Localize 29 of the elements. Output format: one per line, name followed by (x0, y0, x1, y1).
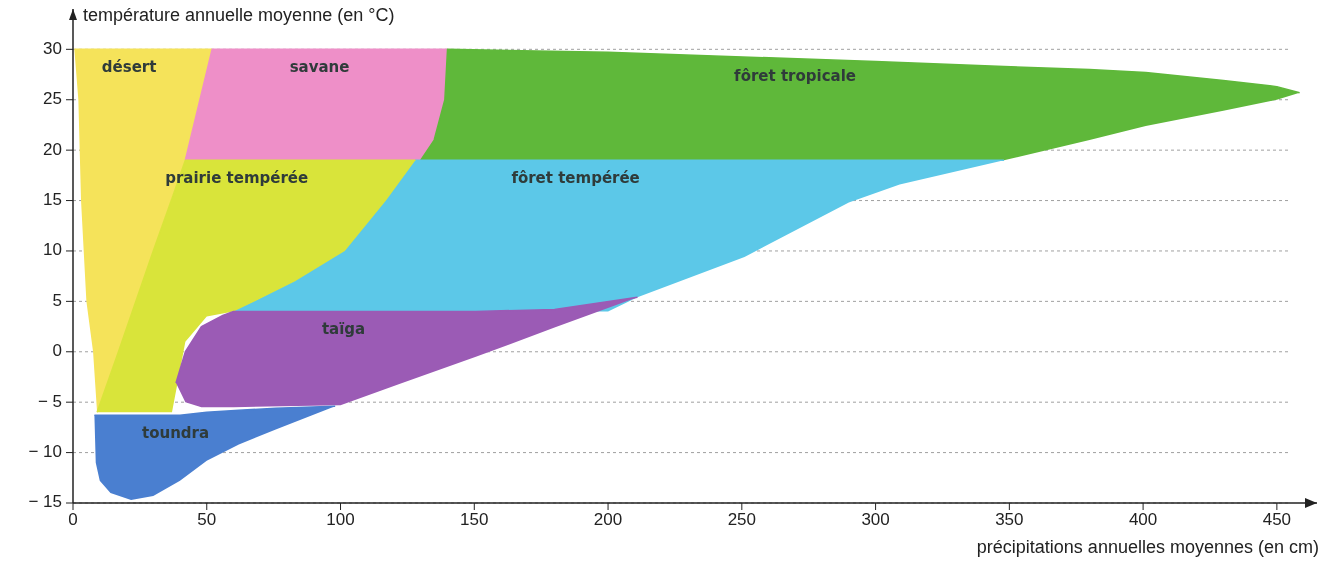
x-tick-label: 200 (593, 510, 623, 529)
series-label: désert (101, 57, 157, 76)
y-tick-label: 0 (52, 341, 62, 361)
x-tick-label: 0 (68, 510, 78, 529)
x-tick-label: 350 (995, 510, 1024, 529)
x-tick-label: 400 (1128, 510, 1158, 529)
y-tick-label: − 15 (28, 492, 62, 512)
y-tick-label: − 5 (37, 391, 62, 411)
x-tick-label: 50 (197, 510, 217, 529)
x-tick-label: 300 (861, 510, 890, 529)
series-label: savane (289, 57, 350, 76)
series-label: toundra (142, 423, 210, 442)
y-tick-label: 10 (43, 240, 62, 260)
y-tick-label: 15 (43, 190, 62, 210)
x-tick-label: 250 (727, 510, 756, 529)
y-axis-title: température annuelle moyenne (en °C) (83, 5, 395, 25)
series-label: fôret tempérée (511, 168, 640, 187)
series-label: taïga (321, 319, 366, 338)
y-tick-label: 20 (43, 139, 62, 159)
x-tick-label: 100 (326, 510, 355, 529)
y-tick-label: 30 (43, 38, 62, 58)
x-tick-label: 150 (460, 510, 489, 529)
series-label: prairie tempérée (165, 168, 309, 187)
x-axis-title: précipitations annuelles moyennes (en cm) (976, 537, 1319, 557)
y-tick-label: 25 (43, 89, 62, 109)
y-tick-label: − 10 (28, 442, 62, 462)
series-label: fôret tropicale (734, 67, 856, 86)
x-tick-label: 450 (1262, 510, 1292, 529)
y-tick-label: 5 (52, 290, 62, 310)
